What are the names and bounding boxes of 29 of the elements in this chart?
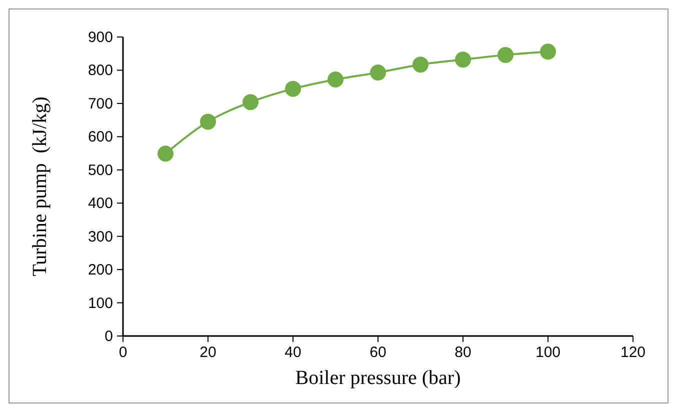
y-axis-title: Turbine pump (kJ/kg)	[29, 96, 51, 276]
point	[455, 52, 471, 68]
x-tick-label: 40	[284, 344, 302, 361]
x-tick-label: 80	[454, 344, 472, 361]
point	[370, 64, 386, 81]
point	[158, 146, 174, 162]
point	[285, 80, 301, 97]
point	[498, 46, 514, 63]
y-tick-label: 100	[88, 294, 113, 312]
x-tick-label: 100	[535, 344, 561, 361]
y-tick-label: 300	[88, 228, 113, 246]
point	[412, 56, 428, 73]
point	[328, 72, 344, 88]
y-tick-label: 200	[88, 262, 113, 279]
y-tick-label: 0	[104, 328, 113, 345]
x-axis-title: Boiler pressure (bar)	[295, 367, 461, 389]
x-tick-label: 0	[118, 344, 128, 361]
y-tick-label: 700	[88, 95, 113, 112]
x-tick-label: 60	[370, 344, 386, 361]
y-tick-label: 600	[88, 128, 113, 146]
y-tick-label: 900	[88, 29, 113, 46]
point	[242, 94, 258, 110]
x-tick-label: 20	[200, 344, 216, 361]
point	[200, 114, 216, 130]
y-tick-label: 400	[88, 195, 113, 212]
y-tick-label: 800	[88, 62, 113, 80]
x-tick-label: 120	[620, 344, 646, 361]
y-tick-label: 500	[88, 162, 113, 179]
point	[540, 44, 556, 60]
